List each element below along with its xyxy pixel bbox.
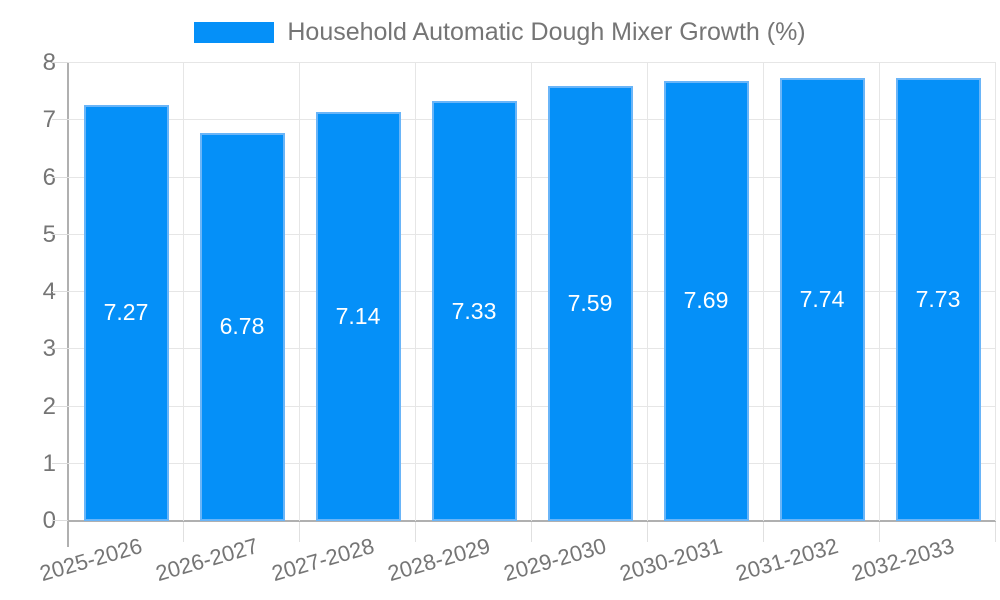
legend: Household Automatic Dough Mixer Growth (… (0, 15, 1000, 49)
bar-value-label: 7.59 (567, 290, 613, 317)
v-gridline (415, 63, 416, 521)
x-tick-mark (647, 522, 648, 542)
y-tick-mark (52, 462, 68, 464)
y-axis-line (67, 63, 69, 547)
x-tick-mark (531, 522, 532, 542)
legend-label: Household Automatic Dough Mixer Growth (… (287, 17, 806, 46)
bar-value-label: 7.74 (799, 285, 845, 312)
bar: 7.73 (895, 78, 981, 521)
y-tick-label: 5 (42, 220, 56, 248)
y-tick-label: 6 (42, 163, 56, 191)
x-tick-mark (879, 522, 880, 542)
bar-value-label: 6.78 (219, 313, 265, 340)
h-gridline (68, 233, 996, 235)
bar: 7.59 (547, 86, 633, 521)
y-tick-mark (52, 348, 68, 350)
x-tick-mark (763, 522, 764, 542)
bar-value-label: 7.27 (103, 299, 149, 326)
h-gridline (68, 119, 996, 121)
y-tick-label: 7 (42, 106, 56, 134)
v-gridline (879, 63, 880, 521)
bar: 6.78 (199, 132, 285, 521)
v-gridline (299, 63, 300, 521)
bar-value-label: 7.69 (683, 287, 729, 314)
h-gridline (68, 62, 996, 63)
bar: 7.33 (431, 101, 517, 521)
x-tick-mark (183, 522, 184, 542)
y-tick-mark (52, 520, 68, 521)
y-tick-mark (52, 62, 68, 63)
plot-area (68, 62, 996, 521)
v-gridline (531, 63, 532, 521)
bar: 7.27 (83, 104, 169, 521)
v-gridline (995, 63, 996, 521)
bar-value-label: 7.33 (451, 297, 497, 324)
y-tick-label: 4 (42, 278, 56, 305)
y-tick-label: 8 (42, 49, 56, 76)
y-tick-mark (52, 405, 68, 407)
y-tick-mark (52, 291, 68, 292)
x-tick-mark (995, 522, 996, 542)
y-tick-label: 1 (42, 449, 56, 477)
v-gridline (647, 63, 648, 521)
bar: 7.74 (779, 77, 865, 521)
y-tick-label: 2 (42, 392, 56, 420)
h-gridline (68, 405, 996, 407)
v-gridline (763, 63, 764, 521)
bar: 7.69 (663, 80, 749, 521)
bar-value-label: 7.73 (915, 286, 961, 313)
h-gridline (68, 291, 996, 292)
h-gridline (68, 348, 996, 350)
x-axis-line (68, 520, 996, 522)
x-tick-mark (415, 522, 416, 542)
h-gridline (68, 462, 996, 464)
v-gridline (183, 63, 184, 521)
y-tick-mark (52, 176, 68, 178)
legend-swatch (194, 21, 275, 43)
y-tick-label: 0 (42, 507, 56, 534)
y-tick-mark (52, 119, 68, 121)
y-tick-label: 3 (42, 335, 56, 363)
bar: 7.14 (315, 112, 401, 521)
x-tick-mark (299, 522, 300, 542)
h-gridline (68, 176, 996, 178)
y-tick-mark (52, 233, 68, 235)
bar-value-label: 7.14 (335, 303, 381, 330)
